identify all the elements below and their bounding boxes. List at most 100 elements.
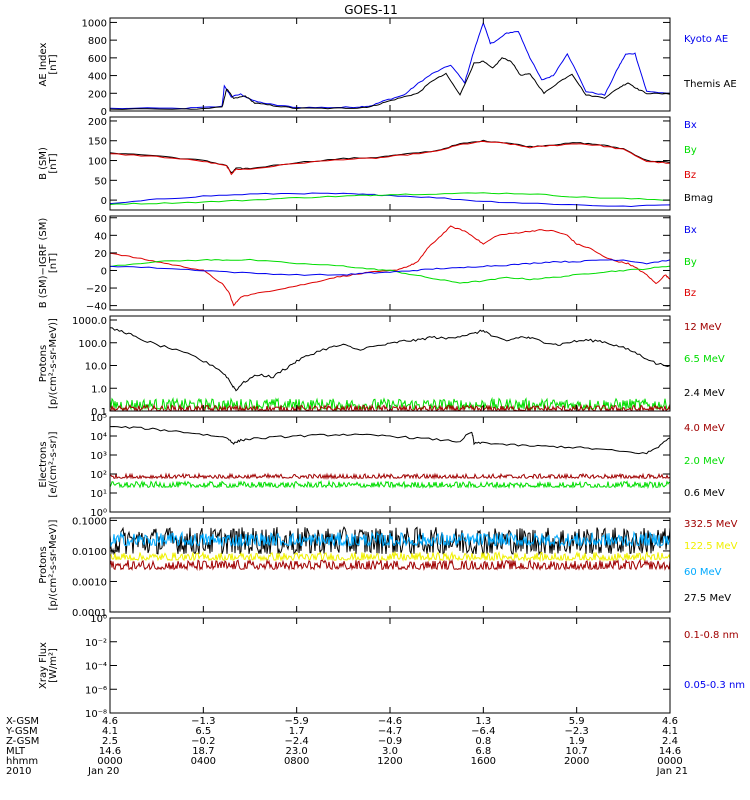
x-axis-table: X-GSMY-GSMZ-GSMMLThhmm20104.64.12.514.60… [5, 716, 688, 777]
legend-6-5-mev: 6.5 MeV [684, 354, 725, 365]
y-tick-label: 200 [88, 117, 107, 128]
x-axis-value: Jan 20 [87, 766, 119, 777]
y-tick-label: 10² [90, 470, 107, 481]
legend-bx: Bx [684, 120, 697, 131]
series-bz [110, 140, 670, 176]
x-axis-value: 4.6 [102, 716, 118, 727]
x-axis-value: −5.9 [285, 716, 309, 727]
y-axis-label: AE Index [38, 42, 49, 86]
y-tick-label: 10⁰ [90, 614, 107, 625]
series-2-4-mev [110, 327, 670, 392]
legend-by: By [684, 257, 697, 268]
series-27-5-mev [110, 526, 670, 556]
y-tick-label: 10⁻² [85, 638, 107, 649]
legend-122-5-mev: 122.5 MeV [684, 541, 738, 552]
y-tick-label: 0 [101, 196, 107, 207]
panel-data [110, 425, 670, 490]
y-tick-label: 0 [101, 266, 107, 277]
y-tick-label: 20 [94, 249, 107, 260]
y-axis-label: [nT] [48, 54, 59, 74]
x-axis-value: −4.7 [378, 726, 402, 737]
y-axis-label: [p/(cm²-s-sr-MeV)] [48, 318, 59, 409]
legend-kyoto-ae: Kyoto AE [684, 34, 728, 45]
x-axis-value: 1200 [377, 756, 402, 767]
series-by [110, 192, 670, 205]
row-label: MLT [6, 746, 26, 757]
y-tick-label: 10.0 [85, 362, 107, 373]
series-themis-ae [110, 57, 670, 110]
legend-bmag: Bmag [684, 193, 713, 204]
x-axis-value: 23.0 [286, 746, 308, 757]
y-tick-label: −40 [86, 302, 107, 313]
legend-by: By [684, 145, 697, 156]
panel-data [110, 327, 670, 411]
x-axis-value: 2000 [564, 756, 589, 767]
y-tick-label: 1.0 [91, 384, 107, 395]
y-tick-label: 0.0001 [72, 608, 107, 619]
series-bz [110, 225, 670, 307]
y-tick-label: 10³ [90, 451, 107, 462]
legends: Kyoto AE Themis AE Bx By Bz Bmag Bx By Bz 12 MeV 6… [683, 34, 745, 691]
y-axis-label: B (SM) [38, 147, 49, 180]
panel-data [110, 225, 670, 307]
panel-bdiff: −40 −20 0 20 40 60 B (SM)−IGRF (SM) [nT] [38, 214, 671, 313]
legend-332-5-mev: 332.5 MeV [684, 519, 738, 530]
y-tick-label: 0.1 [91, 407, 107, 418]
y-tick-label: 10¹ [90, 489, 107, 500]
legend-27-5-mev: 27.5 MeV [684, 593, 731, 604]
y-tick-label: 0.0100 [72, 547, 107, 558]
legend-0-1-0-8-nm: 0.1-0.8 nm [684, 630, 739, 641]
series-60-mev [110, 530, 670, 548]
y-tick-label: 150 [88, 137, 107, 148]
y-tick-label: 0.0010 [72, 577, 107, 588]
x-axis-value: 18.7 [192, 746, 214, 757]
x-axis-value: 1.7 [289, 726, 305, 737]
x-axis-value: 4.1 [662, 726, 678, 737]
series-0-6-mev [110, 425, 670, 455]
x-axis-value: 4.6 [662, 716, 678, 727]
x-axis-value: 6.8 [475, 746, 491, 757]
series-4-0-mev [110, 472, 670, 480]
legend-bz: Bz [684, 288, 696, 299]
legend-bx: Bx [684, 225, 697, 236]
x-axis-value: 1.9 [569, 736, 585, 747]
series-by [110, 258, 670, 284]
y-tick-label: 40 [94, 231, 107, 242]
x-axis-value: Jan 21 [656, 766, 688, 777]
y-tick-label: 800 [88, 36, 107, 47]
y-tick-label: 10⁰ [90, 508, 107, 519]
y-tick-label: 10⁻⁸ [85, 709, 107, 720]
y-tick-label: 10⁴ [90, 432, 107, 443]
x-axis-value: 14.6 [659, 746, 681, 757]
panel-xray: 10⁻⁸ 10⁻⁶ 10⁻⁴ 10⁻² 10⁰ Xray Flux [W/m²] [38, 614, 671, 720]
y-tick-label: 100.0 [78, 339, 107, 350]
legend-bz: Bz [684, 170, 696, 181]
x-axis-value: −2.4 [285, 736, 309, 747]
panel-frame [109, 617, 671, 714]
y-tick-label: 1000.0 [72, 316, 107, 327]
x-axis-value: 3.0 [382, 746, 398, 757]
series-332-5-mev [110, 558, 670, 571]
series-2-0-mev [110, 479, 670, 490]
x-axis-value: 2.4 [662, 736, 678, 747]
y-axis-label: Protons [38, 345, 49, 382]
panel-ae: 0 200 400 600 800 1000 AE Index [nT] [38, 17, 671, 118]
x-axis-value: −4.6 [378, 716, 402, 727]
y-tick-label: 10⁵ [90, 413, 107, 424]
panel-frame [109, 17, 671, 112]
y-tick-label: −20 [86, 284, 107, 295]
panel-electrons: 10⁰ 10¹ 10² 10³ 10⁴ 10⁵ Electrons [e/(cm²-s-sr)… [38, 413, 671, 519]
x-axis-value: 5.9 [569, 716, 585, 727]
panel-data [110, 21, 670, 110]
row-label: Z-GSM [6, 736, 39, 747]
panel-bsm: 0 50 100 150 200 B (SM) [nT] [38, 116, 671, 211]
x-axis-value: 1.3 [475, 716, 491, 727]
legend-0-05-0-3-nm: 0.05-0.3 nm [684, 680, 745, 691]
x-axis-value: 0000 [657, 756, 682, 767]
x-axis-value: 2.5 [102, 736, 118, 747]
legend-2-4-mev: 2.4 MeV [684, 388, 725, 399]
y-tick-label: 60 [94, 214, 107, 225]
y-tick-label: 100 [88, 157, 107, 168]
